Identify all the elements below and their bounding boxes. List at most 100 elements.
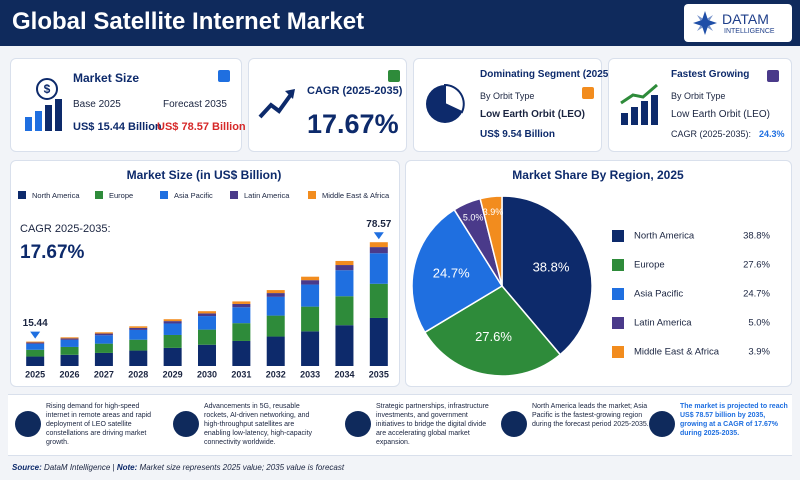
kpi-title: Market Size [73,71,140,85]
legend-label: North America [634,231,695,242]
x-tick-label: 2028 [128,369,148,379]
legend-swatch [612,346,624,358]
legend-swatch [612,259,624,271]
driver-text: North America leads the market; Asia Pac… [532,403,649,428]
bar-segment [198,311,216,314]
header-band [0,0,800,46]
legend-label: Europe [634,260,665,271]
driver-icon [173,411,199,437]
bar-segment [232,323,251,341]
footer-label: Source: [12,463,42,472]
kpi-card: $ Market Size Base 2025 Forecast 2035 US… [10,58,246,152]
pie-slice [501,195,593,356]
bar-segment [335,325,354,366]
bar-segment [94,335,113,344]
driver-text: Rising demand for high-speed internet in… [46,403,152,446]
total-label: 78.57 [366,219,391,230]
x-tick-label: 2035 [369,369,389,379]
bar-segment [266,315,285,337]
footer: Source: DataM Intelligence | Note: Marke… [12,463,344,472]
logo-box: DATAM INTELLIGENCE [684,4,792,42]
bar-segment [26,341,45,343]
slice-label: 38.8% [533,259,570,274]
bar-segment [94,343,113,353]
bar-segment [26,349,45,357]
legend-label: Latin America [244,191,290,200]
x-tick-label: 2026 [60,369,80,379]
slice-label: 27.6% [475,329,512,344]
pie-slice [479,195,503,287]
legend-label: Asia Pacific [174,191,213,200]
kpi-value: US$ 9.54 Billion [480,129,556,140]
bar-segment [335,270,354,297]
kpi-card: CAGR (2025-2035) 17.67% [248,58,407,152]
legend-value: 5.0% [748,318,770,329]
logo-name: DATAM [722,11,769,27]
bar-segment [129,350,148,366]
bar-segment [60,338,79,340]
bar-segment [232,307,251,324]
bar-segment [266,290,285,294]
footer-label: Note: [116,463,138,472]
x-tick-label: 2027 [94,369,114,379]
bar-segment [198,316,216,330]
legend-label: Europe [109,191,133,200]
driver-icon [649,411,675,437]
legend-swatch [95,191,103,199]
legend-label: Middle East & Africa [634,347,720,358]
bar-segment [163,321,182,324]
bar-segment [198,313,216,317]
bar-segment [369,283,388,318]
bar-segment [60,337,79,339]
bar-segment [26,343,45,350]
bar-segment [369,317,388,366]
chart-title: Market Share By Region, 2025 [512,168,684,182]
legend-swatch [612,317,624,329]
bar-segment [266,296,285,316]
bar-segment [266,293,285,297]
x-tick-label: 2029 [163,369,183,379]
kpi-marker [767,70,779,82]
marker-arrow [30,331,41,339]
cagr-label: CAGR 2025-2035: [20,223,111,235]
kpi-icon [620,83,658,125]
legend-label: North America [32,191,80,200]
bar-segment [129,327,148,330]
bar-segment [369,242,388,248]
kpi-label: Low Earth Orbit (LEO) [480,109,585,120]
bar-segment [266,336,285,366]
kpi-icon [258,89,295,119]
kpi-marker [388,70,400,82]
legend-swatch [230,191,238,199]
driver-icon [345,411,371,437]
bar-segment [26,342,45,344]
footer-text: Market size represents 2025 value; 2035 … [139,463,345,472]
bar-segment [163,347,182,366]
kpi-value: 24.3% [759,129,785,139]
x-tick-label: 2031 [231,369,251,379]
x-tick-label: 2033 [300,369,320,379]
legend-swatch [612,230,624,242]
x-tick-label: 2034 [334,369,354,379]
svg-text:$: $ [44,82,51,96]
logo-icon [693,11,717,35]
legend-label: Middle East & Africa [322,191,390,200]
chart-title: Market Size (in US$ Billion) [127,168,282,182]
kpi-label: Forecast 2035 [163,99,227,110]
bar-segment [129,329,148,340]
legend-swatch [160,191,168,199]
driver-text: Advancements in 5G, reusable rockets, AI… [204,403,313,446]
bar-segment [335,265,354,271]
drivers-band [8,394,792,456]
kpi-label: By Orbit Type [480,91,535,101]
bar-segment [60,354,79,366]
bar-segment [301,280,320,285]
kpi-label: Base 2025 [73,99,121,110]
driver-icon [15,411,41,437]
pie-slice [411,208,504,334]
bar-segment [60,346,79,355]
x-tick-label: 2025 [25,369,45,379]
bar-segment [232,301,251,304]
